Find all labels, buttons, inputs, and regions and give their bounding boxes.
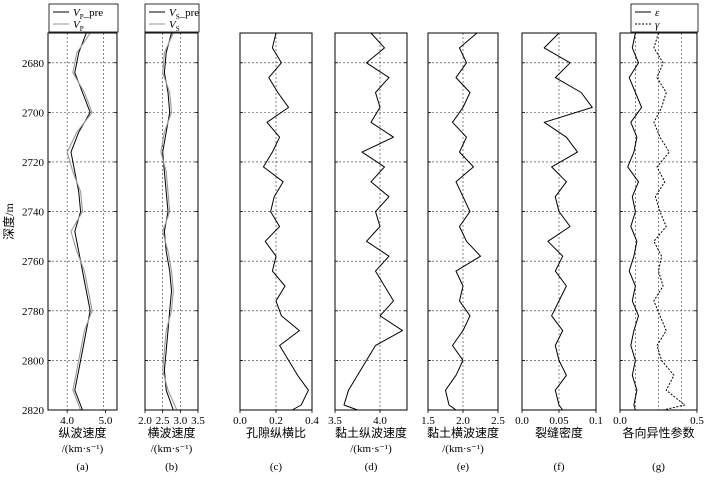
x-tick-label: 2.5 (156, 415, 170, 427)
x-tick-label: 3.5 (328, 415, 342, 427)
legend-label-2: VS (169, 19, 180, 33)
x-tick-label: 0.1 (589, 415, 603, 427)
x-axis-unit: /(km·s⁻¹) (442, 443, 484, 455)
x-tick-label: 0.4 (305, 415, 319, 427)
legend-box (48, 3, 119, 33)
y-tick-label: 2740 (22, 207, 45, 219)
y-tick-label: 2680 (22, 58, 45, 70)
x-axis-label: 黏土横波速度 (427, 425, 499, 440)
x-tick-label: 4.0 (60, 415, 74, 427)
legend-label-1: VS_pre (169, 7, 199, 21)
series-line-1 (627, 32, 643, 411)
y-tick-label: 2760 (22, 256, 45, 268)
x-tick-label: 0.5 (690, 415, 704, 427)
legend-box (144, 3, 200, 33)
series-line-2 (66, 32, 93, 411)
panel-frame (47, 32, 118, 411)
legend-label-2: VP (73, 19, 84, 33)
x-tick-label: 2.0 (456, 415, 470, 427)
legend: εγ (630, 3, 699, 33)
x-tick-label: 2.5 (491, 415, 505, 427)
x-axis-label: 孔隙纵横比 (246, 426, 306, 440)
x-tick-label: 0.0 (515, 415, 529, 427)
x-axis-unit: /(km·s⁻¹) (62, 443, 104, 455)
series-line-2 (160, 32, 178, 411)
x-axis-label: 裂缝密度 (535, 425, 583, 440)
panel-label: (d) (365, 461, 378, 473)
legend-box (630, 3, 699, 33)
panel-f: 0.0 0.05 0.1 裂缝密度 (f) (515, 32, 603, 473)
x-tick-label: 0.05 (549, 415, 569, 427)
x-tick-label: 0.2 (269, 415, 283, 427)
x-tick-label: 4.0 (373, 415, 387, 427)
panel-label: (a) (76, 461, 89, 473)
panel-label: (e) (457, 461, 470, 473)
y-axis-label: 深度/m (1, 203, 16, 240)
legend-label-1: VP_pre (73, 7, 103, 21)
x-axis-unit: /(km·s⁻¹) (151, 443, 193, 455)
series-line-1 (262, 32, 309, 411)
legend-label-2: γ (655, 19, 660, 31)
panel-frame (619, 32, 698, 411)
series-line-1 (543, 32, 593, 411)
y-tick-label: 2820 (22, 405, 45, 417)
panel-label: (g) (652, 461, 665, 473)
x-axis-unit: /(km·s⁻¹) (350, 443, 392, 455)
y-tick-label: 2780 (22, 306, 45, 318)
x-axis-label: 黏土纵波速度 (335, 425, 407, 440)
x-tick-label: 3.5 (191, 415, 205, 427)
y-tick-label: 2800 (22, 355, 45, 367)
x-axis-label: 横波速度 (147, 425, 195, 440)
legend-label-1: ε (655, 7, 660, 19)
x-tick-label: 2.0 (138, 415, 152, 427)
panel-label: (f) (554, 461, 565, 473)
x-tick-label: 1.5 (421, 415, 435, 427)
series-line-1 (445, 32, 481, 411)
x-tick-label: 0.0 (613, 415, 627, 427)
series-line-1 (343, 32, 403, 411)
panel-frame (144, 32, 199, 411)
x-tick-label: 0.0 (233, 415, 247, 427)
x-tick-label: 3.0 (173, 415, 187, 427)
x-axis-label: 各向异性参数 (622, 425, 694, 440)
series-line-1 (70, 32, 91, 411)
y-tick-label: 2720 (22, 157, 45, 169)
y-tick-label: 2700 (22, 107, 45, 119)
panel-frame (334, 32, 408, 411)
panel-label: (b) (165, 461, 178, 473)
series-line-2 (653, 32, 686, 411)
panel-label: (c) (270, 461, 283, 473)
x-tick-label: 5.0 (99, 415, 113, 427)
x-axis-label: 纵波速度 (58, 425, 106, 440)
